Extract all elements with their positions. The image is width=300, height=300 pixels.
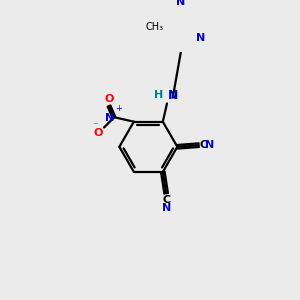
- Text: O: O: [94, 128, 103, 138]
- Text: H: H: [154, 90, 164, 100]
- Text: N: N: [105, 112, 114, 123]
- Text: N: N: [196, 33, 205, 43]
- Text: N: N: [176, 0, 185, 7]
- Text: C: C: [200, 140, 208, 150]
- Text: O: O: [104, 94, 114, 104]
- Text: C: C: [162, 195, 170, 205]
- Text: N: N: [161, 203, 171, 213]
- Text: N: N: [206, 140, 215, 150]
- Text: CH₃: CH₃: [146, 22, 164, 32]
- Text: ⁻: ⁻: [92, 122, 98, 132]
- Text: +: +: [115, 104, 122, 113]
- Text: N: N: [168, 89, 178, 102]
